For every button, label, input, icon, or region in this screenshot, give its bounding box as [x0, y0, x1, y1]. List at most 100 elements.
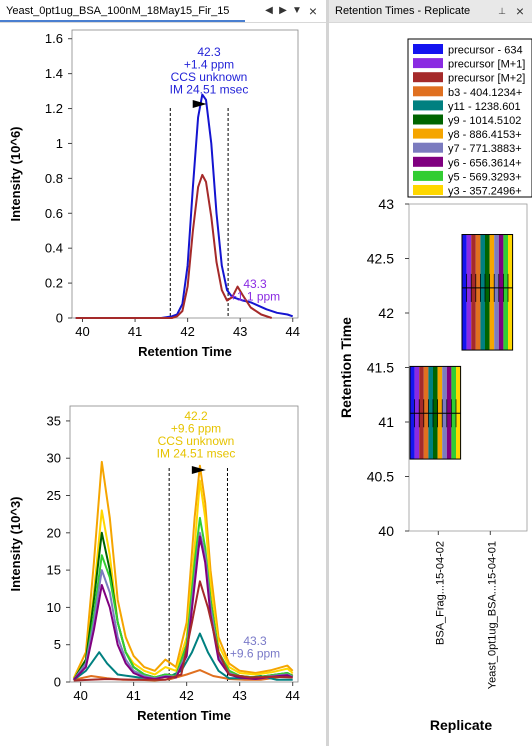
retention-times-chart[interactable]: 40 40.5 41 41.5 42 42.5 43 Retention Time Replic… — [329, 22, 532, 746]
close-icon[interactable]: × — [308, 3, 318, 19]
replicate-box-series — [508, 234, 513, 351]
legend-label: precursor - 634 — [448, 45, 523, 57]
legend-label: y8 - 886.4153+ — [448, 129, 522, 141]
precursor-chromatogram[interactable]: 40 41 42 43 44 0 0.2 0.4 0.6 0.8 1 1.2 1.4 1.6 Retenti… — [0, 22, 326, 372]
legend-swatch — [413, 86, 443, 97]
legend-swatch — [413, 170, 443, 181]
legend-label: y9 - 1014.5102 — [448, 115, 521, 127]
annotation-secondary-peak: 43.3 +9.6 ppm — [230, 634, 280, 661]
tab-menu-icon[interactable]: ▼ — [292, 5, 302, 16]
legend-label: y6 - 656.3614+ — [448, 157, 522, 169]
annotation-line: 42.3 — [197, 45, 221, 59]
x-axis-label: Replicate — [430, 717, 492, 733]
y-tick-label: 5 — [54, 637, 61, 652]
annotation-line: IM 24.51 msec — [170, 83, 249, 97]
legend-swatch — [413, 72, 443, 83]
legend-label: precursor [M+2] — [448, 73, 525, 85]
plot-frame — [71, 29, 299, 319]
prev-tab-icon[interactable]: ◀ — [265, 5, 273, 16]
replicate-box-series — [428, 366, 433, 460]
splitter[interactable] — [326, 0, 329, 746]
close-icon[interactable]: × — [515, 3, 525, 19]
x-tick-label: 43 — [232, 688, 246, 703]
replicate-box-series — [442, 366, 447, 460]
y-tick-label: 0.2 — [45, 276, 63, 291]
x-tick-label: 42 — [179, 688, 193, 703]
replicate-box-series — [489, 234, 495, 351]
x-tick-label: 40 — [75, 324, 89, 339]
annotation-main-peak: 42.2 +9.6 ppm CCS unknown IM 24.51 msec — [157, 409, 236, 461]
x-tick-label: 41 — [128, 324, 142, 339]
legend-swatch — [413, 44, 443, 54]
y-tick-label: 0 — [54, 675, 61, 690]
y-tick-label: 1 — [56, 136, 63, 151]
replicate-box-series — [503, 234, 508, 351]
y-tick-label: 40.5 — [367, 469, 394, 485]
y-tick-label: 20 — [47, 525, 61, 540]
replicate-box-series — [480, 234, 485, 351]
x-tick-label: 44 — [285, 688, 299, 703]
annotation-line: CCS unknown — [158, 434, 235, 448]
replicate-box-series — [437, 366, 443, 460]
x-axis-label: Retention Time — [137, 708, 231, 723]
replicate-box-series — [433, 366, 438, 460]
legend-label: y5 - 569.3293+ — [448, 171, 522, 183]
annotation-line: +1.1 ppm — [230, 290, 280, 304]
x-tick-label: Yeast_0pt1ug_BSA...15-04-01 — [486, 541, 498, 689]
replicate-box-series — [414, 366, 420, 460]
y-tick-label: 0.6 — [45, 206, 63, 221]
replicate-box-series — [485, 234, 490, 351]
y-tick-label: 35 — [47, 413, 61, 428]
y-tick-label: 43 — [378, 196, 394, 212]
x-tick-label: 43 — [233, 324, 247, 339]
pin-icon[interactable]: ⊥ — [498, 6, 506, 16]
y-axis-label: Retention Time — [338, 317, 354, 418]
y-axis-label: Intensity (10^3) — [8, 496, 23, 591]
replicate-box-series — [462, 234, 467, 351]
legend-swatch — [413, 58, 443, 69]
y-tick-label: 0.8 — [45, 171, 63, 186]
legend-swatch — [413, 128, 443, 139]
y-tick-label: 1.4 — [45, 66, 63, 81]
x-axis-label: Retention Time — [138, 344, 232, 359]
annotation-main-peak: 42.3 +1.4 ppm CCS unknown IM 24.51 msec — [170, 45, 249, 97]
series-line — [75, 93, 294, 319]
x-tick-label: 42 — [180, 324, 194, 339]
y-axis-label: Intensity (10^6) — [8, 126, 23, 221]
annotation-line: +9.6 ppm — [230, 647, 280, 661]
tab-retention-times[interactable]: Retention Times - Replicate — [335, 5, 471, 17]
y-tick-label: 30 — [47, 451, 61, 466]
next-tab-icon[interactable]: ▶ — [279, 5, 287, 16]
x-tick-label: 44 — [286, 324, 300, 339]
right-tab-bar: Retention Times - Replicate ⊥ × — [329, 0, 532, 23]
replicate-box-series — [451, 366, 456, 460]
fragment-chromatogram[interactable]: 40 41 42 43 44 0 5 10 15 20 25 30 35 Retention Time In… — [0, 382, 326, 746]
series-line — [73, 580, 293, 682]
replicate-box-series — [471, 234, 476, 351]
y-tick-label: 42.5 — [367, 251, 394, 267]
annotation-line: 42.2 — [184, 409, 208, 423]
y-tick-label: 0 — [56, 311, 63, 326]
legend-swatch — [413, 100, 443, 111]
replicate-box-series — [423, 366, 429, 460]
legend-label: b3 - 404.1234+ — [448, 87, 522, 99]
replicate-box-outline — [409, 365, 462, 460]
annotation-line: IM 24.51 msec — [157, 447, 236, 461]
legend-label: y3 - 357.2496+ — [448, 186, 522, 198]
replicate-box-series — [456, 366, 461, 460]
series-line — [75, 173, 273, 319]
legend-swatch — [413, 156, 443, 167]
y-tick-label: 10 — [47, 600, 61, 615]
y-tick-label: 41 — [378, 414, 394, 430]
legend-swatch — [413, 114, 443, 125]
replicate-box-series — [498, 234, 504, 351]
y-tick-label: 15 — [47, 563, 61, 578]
legend-label: precursor [M+1] — [448, 59, 525, 71]
peak-marker — [192, 100, 207, 108]
annotation-secondary-peak: 43.3 +1.1 ppm — [230, 277, 280, 304]
x-tick-label: BSA_Frag...15-04-02 — [434, 541, 446, 645]
tab-chromatogram[interactable]: Yeast_0pt1ug_BSA_100nM_18May15_Fir_15 — [0, 0, 245, 22]
x-tick-label: 41 — [126, 688, 140, 703]
y-tick-label: 0.4 — [45, 241, 63, 256]
y-tick-label: 25 — [47, 488, 61, 503]
